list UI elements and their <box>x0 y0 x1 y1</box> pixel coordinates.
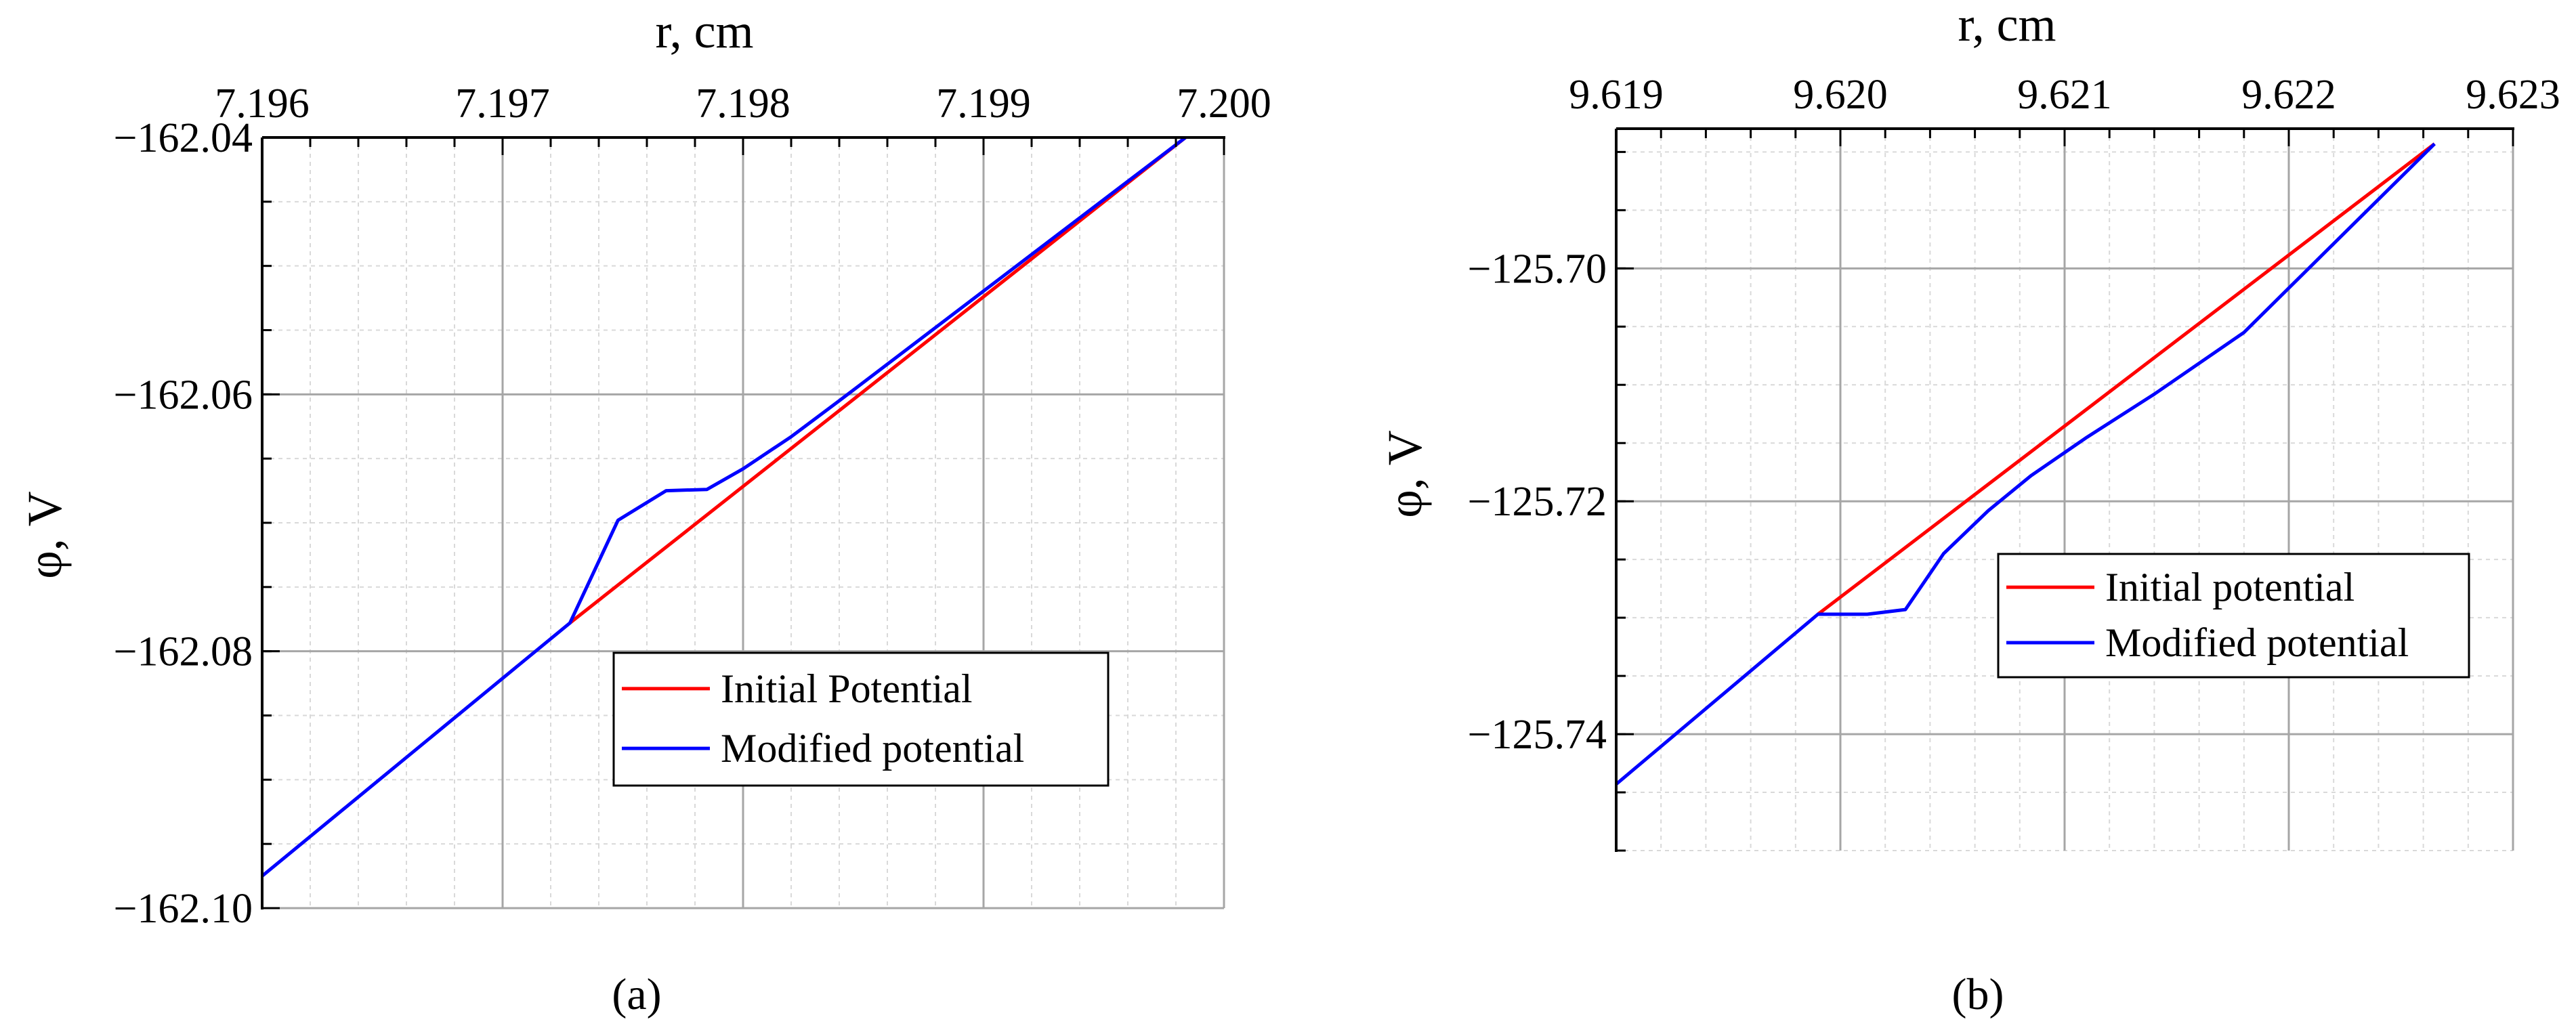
x-tick-label: 9.621 <box>2017 72 2112 118</box>
legend-label: Modified potential <box>721 726 1024 771</box>
legend-box <box>612 651 1110 787</box>
y-tick-label: −162.10 <box>114 886 253 932</box>
y-tick-label: −125.72 <box>1468 479 1607 525</box>
x-tick-label: 7.197 <box>455 81 550 127</box>
legend-label: Initial potential <box>2105 565 2355 609</box>
legend-label: Initial Potential <box>721 666 973 711</box>
panel-caption-a: (a) <box>612 970 661 1019</box>
x-tick-label: 7.196 <box>215 81 310 127</box>
y-tick-label: −125.74 <box>1468 712 1607 758</box>
x-tick-label: 7.199 <box>936 81 1031 127</box>
series-line-modified-potential <box>262 137 1187 878</box>
chart-panel-b: 9.619 9.620 9.621 9.622 9.623 −125.70 −125.72 −… <box>1378 0 2560 852</box>
x-tick-label: 9.619 <box>1569 72 1664 118</box>
series-line-initial-potential <box>568 137 1187 624</box>
y-axis-title-a: φ, V <box>18 491 72 579</box>
series-line-modified-potential <box>1616 142 2436 786</box>
series-line-initial-potential <box>1817 142 2436 616</box>
x-tick-label: 7.198 <box>696 81 790 127</box>
y-tick-label: −162.08 <box>114 629 253 675</box>
y-tick-label: −125.70 <box>1468 246 1607 292</box>
y-tick-label: −162.04 <box>114 115 253 161</box>
y-tick-label: −162.06 <box>114 372 253 418</box>
x-tick-label: 9.622 <box>2241 72 2336 118</box>
panel-caption-b: (b) <box>1952 970 2004 1019</box>
legend-label: Modified potential <box>2105 620 2409 665</box>
chart-panel-a: 7.196 7.197 7.198 7.199 7.200 −162.04 −162.06 −… <box>18 4 1271 932</box>
x-tick-label: 9.620 <box>1793 72 1888 118</box>
x-axis-title-a: r, cm <box>655 4 753 58</box>
x-tick-label: 9.623 <box>2466 72 2560 118</box>
x-tick-label: 7.200 <box>1177 81 1271 127</box>
y-axis-title-b: φ, V <box>1378 430 1432 518</box>
legend-box <box>1997 553 2470 679</box>
x-axis-title-b: r, cm <box>1958 0 2056 51</box>
